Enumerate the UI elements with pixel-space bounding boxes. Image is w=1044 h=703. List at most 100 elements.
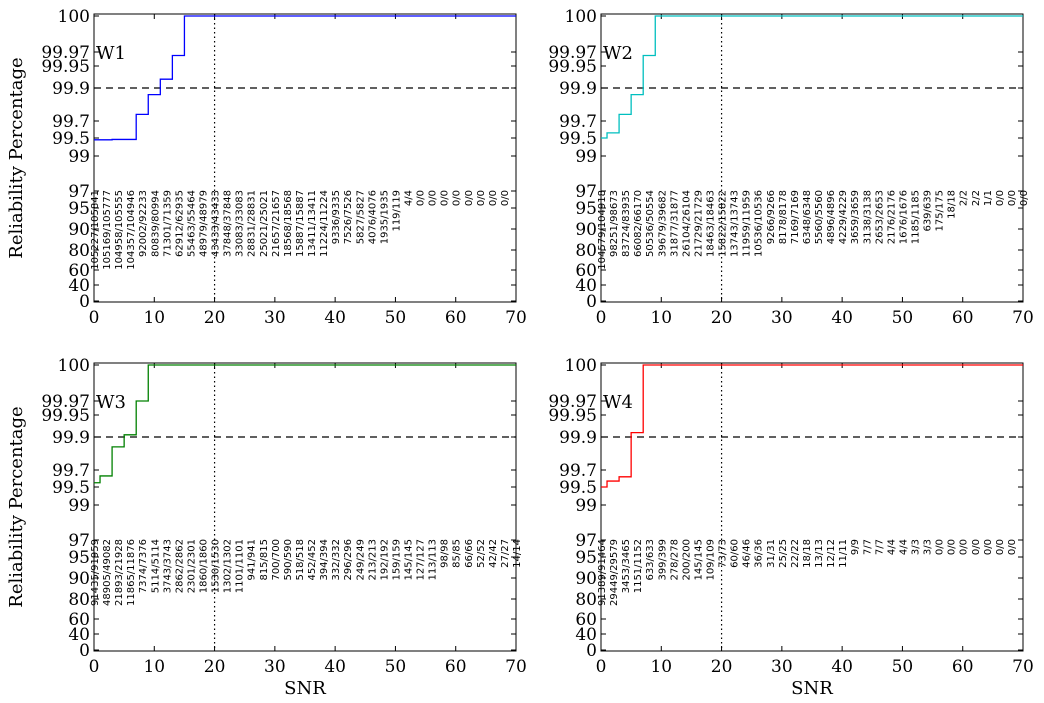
y-tick-label: 90 <box>575 569 597 589</box>
x-tick-label: 10 <box>143 657 165 677</box>
y-tick-label: 95 <box>68 199 90 219</box>
x-tick-label: 60 <box>445 657 467 677</box>
y-tick-label: 99.95 <box>41 57 90 77</box>
count-label: 249/249 <box>355 539 366 581</box>
count-label: 590/590 <box>283 539 294 581</box>
count-label: 10536/10536 <box>754 190 765 257</box>
x-tick-label: 50 <box>892 657 914 677</box>
y-tick-label: 40 <box>575 276 597 296</box>
count-label: 98/98 <box>440 539 451 568</box>
y-tick-label: 90 <box>68 220 90 240</box>
count-label: 0/0 <box>464 190 475 206</box>
count-label: 0/0 <box>452 190 463 206</box>
count-label: 200/200 <box>681 539 692 581</box>
count-label: 85/85 <box>452 539 463 568</box>
axes-frame <box>93 13 517 303</box>
y-tick-label: 40 <box>68 625 90 645</box>
y-axis-label: Reliability Percentage <box>6 57 27 258</box>
count-label: 92002/92233 <box>138 190 149 257</box>
count-label: 1101/1101 <box>235 539 246 593</box>
count-label: 33083/33083 <box>235 190 246 257</box>
count-label: 4/4 <box>886 539 897 555</box>
count-label: 213/213 <box>367 539 378 581</box>
count-label: 7/7 <box>862 539 873 555</box>
y-axis-label: Reliability Percentage <box>6 406 27 607</box>
count-label: 159/159 <box>391 539 402 581</box>
count-label: 399/399 <box>657 539 668 581</box>
y-tick-label: 99.97 <box>41 392 90 412</box>
count-label: 11865/11876 <box>126 539 137 606</box>
x-tick-label: 60 <box>445 308 467 328</box>
y-tick-label: 90 <box>575 220 597 240</box>
count-label: 21657/21657 <box>271 190 282 257</box>
y-tick-label: 100 <box>565 7 597 27</box>
chart-panel-w1: 0 10 20 30 40 50 60 7004060809095979999.599.799… <box>41 7 526 328</box>
x-tick-label: 70 <box>1012 657 1034 677</box>
y-tick-label: 99 <box>575 147 597 167</box>
count-label: 43433/43433 <box>211 190 222 257</box>
count-label: 0/0 <box>947 539 958 555</box>
count-label: 0/0 <box>428 190 439 206</box>
y-tick-label: 99 <box>68 496 90 516</box>
y-tick-label: 97 <box>575 182 597 202</box>
y-tick-label: 100 <box>565 356 597 376</box>
count-label: 13411/13411 <box>307 190 318 257</box>
count-label: 2176/2176 <box>886 190 897 244</box>
count-label: 4076/4076 <box>367 190 378 244</box>
count-label: 91435/91959 <box>90 539 101 606</box>
x-tick-label: 30 <box>264 308 286 328</box>
chart-panel-w4: 0 10 20 30 40 50 60 7004060809095979999.599.799… <box>548 356 1033 677</box>
count-label: 52/52 <box>476 539 487 568</box>
y-tick-label: 40 <box>575 625 597 645</box>
y-tick-label: 99.5 <box>52 129 90 149</box>
x-tick-label: 10 <box>650 657 672 677</box>
x-tick-label: 20 <box>711 308 733 328</box>
count-label: 18463/18463 <box>706 190 717 257</box>
x-tick-label: 30 <box>771 308 793 328</box>
count-label: 296/296 <box>343 539 354 581</box>
count-label: 11/11 <box>838 539 849 568</box>
x-tick-label: 0 <box>596 657 607 677</box>
count-label: 80839/80994 <box>150 190 161 257</box>
count-label: 39679/39682 <box>657 190 668 257</box>
count-label: 5827/5827 <box>355 190 366 244</box>
count-label: 8178/8178 <box>778 190 789 244</box>
y-tick-label: 99.9 <box>559 79 597 99</box>
y-tick-label: 97 <box>68 182 90 202</box>
y-tick-label: 99 <box>575 496 597 516</box>
count-label: 278/278 <box>669 539 680 581</box>
x-tick-label: 0 <box>89 308 100 328</box>
y-tick-label: 60 <box>68 261 90 281</box>
count-label: 3743/3743 <box>162 539 173 593</box>
count-label: 0/0 <box>416 190 427 206</box>
count-label: 66/66 <box>464 539 475 568</box>
reliability-step-line <box>601 15 1023 139</box>
count-label: 0/0 <box>488 190 499 206</box>
y-tick-label: 99.7 <box>52 461 90 481</box>
count-label: 21729/21729 <box>693 190 704 257</box>
count-label: 700/700 <box>271 539 282 581</box>
count-label: 175/175 <box>935 190 946 232</box>
count-label: 941/941 <box>247 539 258 581</box>
count-label: 0/0 <box>500 190 511 206</box>
count-label: 18/18 <box>802 539 813 568</box>
y-tick-label: 95 <box>575 199 597 219</box>
count-label: 0/0 <box>959 539 970 555</box>
count-label: 104357/104946 <box>126 190 137 270</box>
y-tick-label: 80 <box>68 241 90 261</box>
y-tick-label: 40 <box>68 276 90 296</box>
count-label: 2653/2653 <box>874 190 885 244</box>
y-tick-label: 100 <box>58 7 90 27</box>
x-tick-label: 40 <box>324 657 346 677</box>
count-label: 1185/1185 <box>910 190 921 244</box>
x-tick-label: 10 <box>650 308 672 328</box>
count-label: 192/192 <box>379 539 390 581</box>
count-label: 4229/4229 <box>838 190 849 244</box>
y-tick-label: 99.9 <box>52 79 90 99</box>
count-label: 2301/2301 <box>186 539 197 593</box>
count-label: 105227/105841 <box>90 190 101 270</box>
count-label: 15822/15822 <box>718 190 729 257</box>
y-tick-label: 99.97 <box>548 43 597 63</box>
count-label: 73/73 <box>718 539 729 568</box>
y-tick-label: 99.7 <box>559 112 597 132</box>
